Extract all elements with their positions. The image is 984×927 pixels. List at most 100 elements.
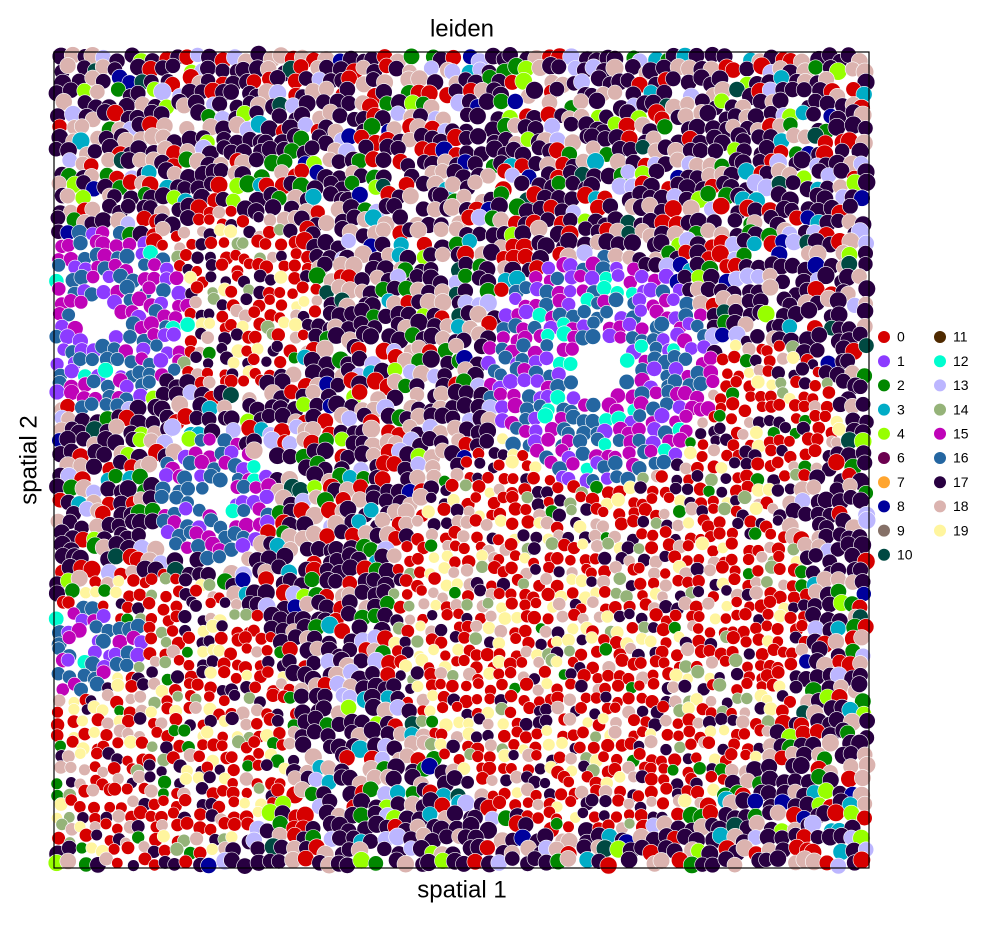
cell <box>417 597 431 610</box>
cell <box>526 471 541 486</box>
cell <box>144 705 158 719</box>
cell <box>672 729 685 742</box>
cell <box>607 291 624 308</box>
cell <box>72 235 89 251</box>
cell <box>644 540 659 555</box>
cell <box>746 235 763 252</box>
cell <box>247 735 261 749</box>
cell <box>518 598 532 612</box>
cell <box>52 693 67 708</box>
cell <box>250 717 264 731</box>
cell <box>783 435 796 448</box>
cell <box>713 421 727 435</box>
cell <box>352 851 371 870</box>
cell <box>86 783 100 798</box>
cell <box>367 855 384 872</box>
cell <box>362 117 381 136</box>
cell <box>145 665 159 679</box>
cell <box>622 798 635 810</box>
cell <box>550 655 563 668</box>
cell <box>738 727 751 741</box>
cell <box>562 692 577 707</box>
cell <box>673 740 687 754</box>
cell <box>563 116 580 133</box>
cell <box>203 690 216 703</box>
cell <box>225 711 240 726</box>
cell <box>830 857 847 875</box>
cell <box>169 842 185 857</box>
cell <box>224 285 238 299</box>
cell <box>795 619 809 632</box>
legend-marker <box>934 403 946 416</box>
cell <box>434 246 451 263</box>
cell <box>553 750 567 764</box>
cell <box>800 301 818 320</box>
cell <box>619 352 636 369</box>
cell <box>153 82 172 101</box>
cell <box>214 631 229 646</box>
cell <box>611 793 625 808</box>
legend-label: 11 <box>953 329 968 345</box>
cell <box>157 794 170 807</box>
cell <box>808 379 822 393</box>
cell <box>97 583 112 598</box>
cell <box>677 793 693 808</box>
cell <box>600 610 615 624</box>
cell <box>704 626 716 639</box>
cell <box>227 356 241 370</box>
legend-marker <box>878 355 890 368</box>
cell <box>269 69 287 87</box>
cell <box>193 807 208 822</box>
cell <box>678 409 694 424</box>
cell <box>434 678 447 690</box>
cell <box>202 578 216 592</box>
cell <box>724 747 739 762</box>
cell <box>822 385 836 400</box>
cell <box>659 525 673 539</box>
cell <box>179 248 193 262</box>
cell <box>713 409 727 423</box>
cell <box>228 608 241 621</box>
cell <box>764 443 778 457</box>
cell <box>692 142 709 159</box>
cell <box>189 701 203 715</box>
cell <box>288 317 303 332</box>
cell <box>705 655 719 670</box>
cell <box>61 749 76 764</box>
cell <box>720 584 733 597</box>
cell <box>742 553 755 566</box>
cell <box>246 459 262 474</box>
cell <box>609 701 622 714</box>
cell <box>737 490 752 505</box>
cell <box>482 718 495 731</box>
cell <box>270 327 286 343</box>
cell <box>584 270 600 286</box>
cell <box>740 692 754 705</box>
cell <box>158 655 172 669</box>
cell <box>598 642 613 657</box>
legend-marker <box>934 476 946 489</box>
cell <box>566 622 579 636</box>
cell <box>504 706 517 719</box>
cell <box>238 797 251 810</box>
cell <box>414 620 427 633</box>
cell <box>212 205 226 220</box>
cell <box>551 481 564 494</box>
cell <box>614 653 630 668</box>
cell <box>611 268 626 283</box>
cell <box>443 198 462 217</box>
cell <box>110 678 125 693</box>
cell <box>719 472 732 485</box>
cell <box>683 445 698 460</box>
cell <box>712 515 727 529</box>
cell <box>241 669 253 682</box>
cell <box>773 562 787 576</box>
cell <box>681 482 694 496</box>
cell <box>421 504 436 519</box>
cell <box>773 339 786 353</box>
cell <box>170 669 185 685</box>
cell <box>646 360 663 377</box>
cell <box>121 782 134 796</box>
cell <box>632 408 647 423</box>
cell <box>296 280 310 295</box>
